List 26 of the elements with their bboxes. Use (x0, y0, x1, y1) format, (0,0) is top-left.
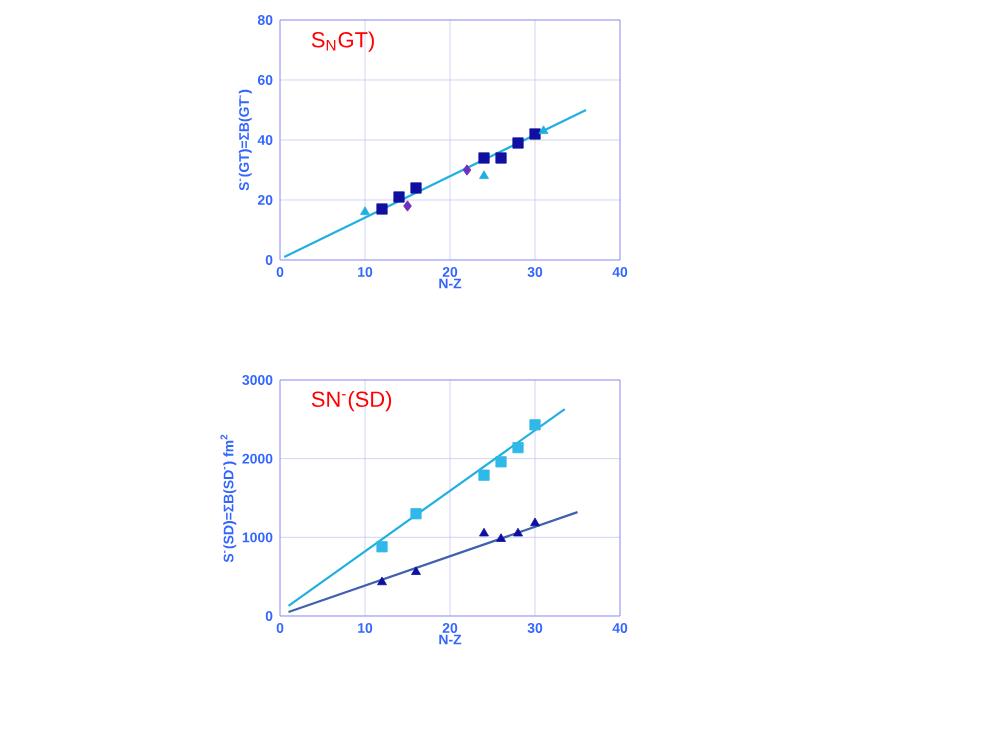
point (512, 442, 524, 454)
point (479, 170, 489, 179)
chart-title: SN$^{-}$(SD) (311, 390, 392, 412)
point (512, 137, 524, 149)
point (376, 541, 388, 553)
point (529, 419, 541, 431)
point (478, 152, 490, 164)
point (495, 456, 507, 468)
point (403, 200, 412, 212)
point (411, 566, 421, 575)
point (530, 517, 540, 527)
point (410, 508, 422, 520)
point (478, 469, 490, 481)
point (360, 206, 370, 215)
point (529, 128, 541, 140)
point (462, 164, 472, 176)
point (376, 203, 388, 215)
point (496, 533, 506, 542)
point (479, 527, 489, 537)
point (377, 576, 387, 586)
point (513, 527, 523, 537)
point (410, 182, 422, 194)
point (495, 152, 507, 164)
point (393, 191, 405, 203)
chart-title: S$_{N}$GT) (311, 31, 374, 52)
point (538, 125, 549, 134)
